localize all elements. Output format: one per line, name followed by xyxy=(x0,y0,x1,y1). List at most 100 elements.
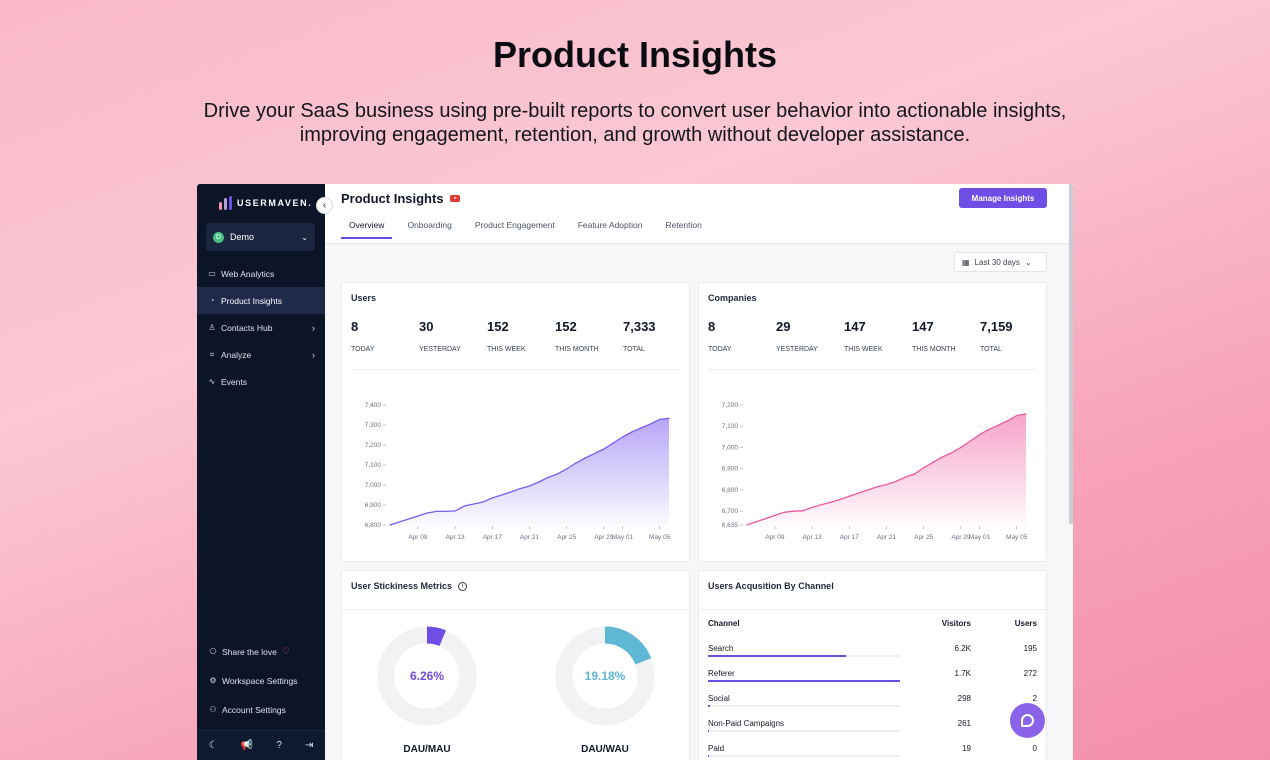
table-row[interactable]: Referer 1.7K 272 xyxy=(708,669,1037,694)
sidebar-item-analyze[interactable]: ⌗ Analyze › xyxy=(197,341,325,368)
share-bar xyxy=(708,680,900,682)
sidebar-item-label: Share the love xyxy=(222,646,277,657)
kpi-label: THIS WEEK xyxy=(487,346,526,353)
data-point xyxy=(584,457,586,459)
share-bar-fill xyxy=(708,755,709,757)
data-point xyxy=(631,431,633,433)
donut-chart: 19.18% xyxy=(555,626,655,726)
data-point xyxy=(830,501,832,503)
scrollbar[interactable] xyxy=(1069,184,1073,524)
sidebar-item-product-insights[interactable]: ◔ Product Insights xyxy=(197,287,325,314)
sidebar-item-share-the-love[interactable]: ⎔ Share the love ♡ xyxy=(197,637,325,666)
data-point xyxy=(1025,413,1027,415)
data-point xyxy=(867,489,869,491)
workspace-selector[interactable]: D Demo ⌄ xyxy=(206,223,315,251)
megaphone-icon[interactable]: 📢 xyxy=(240,740,254,751)
topbar: Product Insights Manage Insights Overvie… xyxy=(325,184,1073,244)
data-point xyxy=(501,494,503,496)
events-icon: ∿ xyxy=(208,377,216,386)
donut-value: 19.18% xyxy=(585,669,626,683)
tab-overview[interactable]: Overview xyxy=(341,220,393,239)
share-bar xyxy=(708,655,900,657)
users-kpis: 8 TODAY 30 YESTERDAY 152 THIS WEEK 152 THIS MON… xyxy=(351,319,691,353)
sidebar-item-label: Product Insights xyxy=(221,295,282,306)
kpi-label: TOTAL xyxy=(980,346,1002,353)
sidebar-item-events[interactable]: ∿ Events xyxy=(197,368,325,395)
help-icon[interactable]: ? xyxy=(276,740,282,751)
sidebar-item-account-settings[interactable]: ⚇ Account Settings xyxy=(197,695,325,724)
channel-name: Non-Paid Campaigns xyxy=(708,719,785,728)
data-point xyxy=(951,452,953,454)
date-range-picker[interactable]: ▦ Last 30 days ⌄ xyxy=(954,252,1047,272)
users-value: 0 xyxy=(1032,744,1037,753)
logo-text: USERMAVEN. xyxy=(237,198,313,208)
manage-insights-button[interactable]: Manage Insights xyxy=(959,188,1047,208)
share-the-love-icon: ⎔ xyxy=(209,647,217,656)
hero-title: Product Insights xyxy=(492,34,777,75)
data-point xyxy=(765,518,767,520)
donut-chart: 6.26% xyxy=(377,626,477,726)
data-point xyxy=(649,423,651,425)
tab-product-engagement[interactable]: Product Engagement xyxy=(474,220,555,230)
data-point xyxy=(904,476,906,478)
area-fill xyxy=(390,418,669,525)
sidebar-item-label: Events xyxy=(221,376,247,387)
share-bar-fill xyxy=(708,730,709,732)
card-title: Companies xyxy=(708,293,757,303)
kpi-label: YESTERDAY xyxy=(776,346,818,353)
youtube-icon[interactable] xyxy=(449,195,460,202)
sidebar-item-workspace-settings[interactable]: ⚙ Workspace Settings xyxy=(197,666,325,695)
tab-retention[interactable]: Retention xyxy=(665,220,702,230)
moon-icon[interactable]: ☾ xyxy=(208,740,218,751)
kpi-yesterday: 30 YESTERDAY xyxy=(419,319,487,353)
data-point xyxy=(435,510,438,512)
sidebar-item-contacts-hub[interactable]: ♙ Contacts Hub › xyxy=(197,314,325,341)
x-tick-label: Apr 25 xyxy=(557,534,577,541)
kpi-value: 8 xyxy=(351,319,359,334)
app-window: USERMAVEN. D Demo ⌄ ▭ Web Analytics ◔ Produ… xyxy=(197,184,1073,760)
product-insights-icon: ◔ xyxy=(209,296,215,305)
area-fill xyxy=(747,413,1026,525)
x-tick-label: May 01 xyxy=(969,534,991,541)
sidebar-nav: ▭ Web Analytics ◔ Product Insights ♙ Contacts… xyxy=(197,260,325,395)
column-header: Users xyxy=(1014,619,1037,628)
data-point xyxy=(612,442,614,444)
chevron-right-icon: › xyxy=(312,349,315,360)
logout-icon[interactable]: ⇥ xyxy=(305,740,314,751)
donut-dau-wau: 19.18% DAU/WAU xyxy=(550,621,660,755)
chat-support-button[interactable] xyxy=(1010,703,1045,738)
chevron-right-icon: › xyxy=(312,322,315,333)
workspace-name: Demo xyxy=(230,232,255,242)
kpi-this-week: 147 THIS WEEK xyxy=(844,319,912,353)
tab-bar: Overview Onboarding Product Engagement Feat… xyxy=(341,220,717,239)
y-tick-label: 6,800 xyxy=(722,487,739,494)
tab-feature-adoption[interactable]: Feature Adoption xyxy=(577,220,643,230)
data-point xyxy=(802,510,804,512)
data-point xyxy=(895,480,897,483)
data-point xyxy=(594,452,596,454)
chevron-down-icon: ⌄ xyxy=(1024,257,1032,267)
y-tick-label: 7,000 xyxy=(722,444,739,451)
share-bar xyxy=(708,755,900,757)
x-tick-label: Apr 13 xyxy=(803,534,823,541)
info-icon[interactable]: i xyxy=(458,581,468,591)
analyze-icon: ⌗ xyxy=(209,349,215,359)
collapse-sidebar-button[interactable]: ‹ xyxy=(316,197,333,214)
data-point xyxy=(668,417,670,419)
table-row[interactable]: Search 6.2K 195 xyxy=(708,644,1037,669)
logo[interactable]: USERMAVEN. xyxy=(219,196,312,210)
x-tick-label: Apr 21 xyxy=(520,534,540,541)
data-point xyxy=(941,456,943,458)
data-point xyxy=(417,515,419,517)
tab-onboarding[interactable]: Onboarding xyxy=(407,220,452,230)
share-bar-fill xyxy=(708,655,847,657)
data-point xyxy=(473,503,475,505)
kpi-this-month: 147 THIS MONTH xyxy=(912,319,980,353)
data-point xyxy=(510,491,512,493)
table-row[interactable]: Paid 19 0 xyxy=(708,744,1037,760)
sidebar-item-web-analytics[interactable]: ▭ Web Analytics xyxy=(197,260,325,287)
table-row[interactable]: Social 298 2 xyxy=(708,694,1037,719)
data-point xyxy=(913,473,915,475)
table-row[interactable]: Non-Paid Campaigns 261 xyxy=(708,719,1037,744)
kpi-this-month: 152 THIS MONTH xyxy=(555,319,623,353)
